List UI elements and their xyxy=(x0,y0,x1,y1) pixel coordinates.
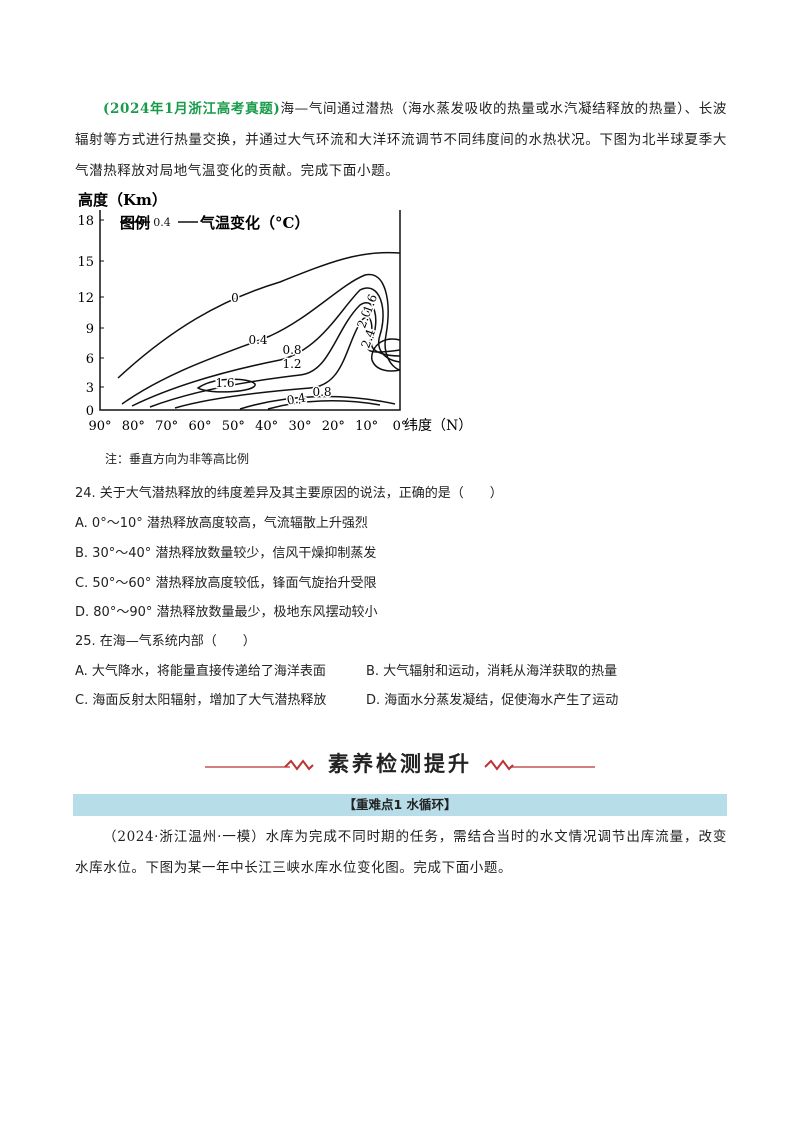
option: A. 0°～10° 潜热释放高度较高，气流辐散上升强烈 xyxy=(75,516,368,531)
section-decor xyxy=(205,759,595,771)
contours xyxy=(99,210,401,411)
contour-label: 0 xyxy=(231,291,239,305)
contour-label: 0.4 xyxy=(286,390,308,407)
legend-title: 图例 xyxy=(120,214,150,232)
contour xyxy=(131,287,401,407)
x-tick-label: 90° xyxy=(88,419,111,434)
x-tick-label: 30° xyxy=(288,419,311,434)
x-tick-label: 20° xyxy=(322,419,345,434)
contour xyxy=(239,395,396,410)
intro-text: 海—气间通过潜热（海水蒸发吸收的热量或水汽凝结释放的热量）、长波辐射等方式进行热… xyxy=(75,101,728,179)
option: B. 30°～40° 潜热释放数量较少，信风干燥抑制蒸发 xyxy=(75,546,377,561)
x-tick-label: 50° xyxy=(222,419,245,434)
contour xyxy=(267,400,381,410)
contour-label: 0.8 xyxy=(282,343,301,357)
y-tick-label: 3 xyxy=(86,381,94,396)
figure: 高度（Km） 图例 0.4 气温变化（°C） 纬度（N） 18151296309… xyxy=(77,191,472,434)
option: D. 80°～90° 潜热释放数量最少，极地东风摆动较小 xyxy=(75,605,378,620)
y-label: 高度（Km） xyxy=(78,191,167,209)
source: (2024年1月浙江高考真题) xyxy=(103,101,281,117)
question-stem: 25. 在海—气系统内部（ ） xyxy=(75,634,256,649)
option: B. 大气辐射和运动，消耗从海洋获取的热量 xyxy=(366,664,618,679)
banner: 【重难点1 水循环】 xyxy=(73,794,727,816)
option: C. 50°～60° 潜热释放高度较低，锋面气旋抬升受限 xyxy=(75,576,377,591)
y-tick-label: 0 xyxy=(86,404,94,419)
contour xyxy=(371,338,401,372)
option: C. 海面反射太阳辐射，增加了大气潜热释放 xyxy=(75,693,327,708)
section-title: 素养检测提升 xyxy=(328,752,472,776)
section-text: （2024·浙江温州·一模）水库为完成不同时期的任务，需结合当时的水文情况调节出… xyxy=(75,829,727,876)
contour xyxy=(174,316,401,409)
note: 注：垂直方向为非等高比例 xyxy=(105,452,250,466)
legend-label: 气温变化（°C） xyxy=(199,214,309,232)
contour-label: 0.4 xyxy=(248,333,267,347)
x-tick-label: 40° xyxy=(255,419,278,434)
y-tick-label: 6 xyxy=(86,352,94,367)
y-tick-label: 9 xyxy=(86,322,94,337)
x-tick-label: 80° xyxy=(122,419,145,434)
contour xyxy=(196,378,256,393)
x-tick-label: 60° xyxy=(188,419,211,434)
x-tick-label: 10° xyxy=(355,419,378,434)
contour xyxy=(149,302,401,408)
y-tick-label: 15 xyxy=(77,255,94,270)
x-tick-label: 0° xyxy=(393,419,408,434)
x-tick-label: 70° xyxy=(155,419,178,434)
legend-sample: 0.4 xyxy=(153,216,171,229)
plot-frame xyxy=(99,210,401,411)
option: D. 海面水分蒸发凝结，促使海水产生了运动 xyxy=(366,693,619,708)
ornament xyxy=(284,759,314,771)
ornament xyxy=(484,759,514,771)
contour-label: 1.2 xyxy=(282,357,301,371)
option: A. 大气降水，将能量直接传递给了海洋表面 xyxy=(75,664,326,679)
contour-label: 1.6 xyxy=(360,292,380,315)
x-label: 纬度（N） xyxy=(404,418,472,434)
question-stem: 24. 关于大气潜热释放的纬度差异及其主要原因的说法，正确的是（ ） xyxy=(75,486,503,501)
y-tick-label: 18 xyxy=(77,214,94,229)
contour-label: 0.8 xyxy=(312,385,331,399)
contour-label: 1.6 xyxy=(215,376,234,390)
intro: (2024年1月浙江高考真题)海—气间通过潜热（海水蒸发吸收的热量或水汽凝结释放… xyxy=(75,94,727,187)
contour xyxy=(117,251,401,379)
y-tick-label: 12 xyxy=(77,291,94,306)
contour-label: 2.4 xyxy=(358,327,378,350)
